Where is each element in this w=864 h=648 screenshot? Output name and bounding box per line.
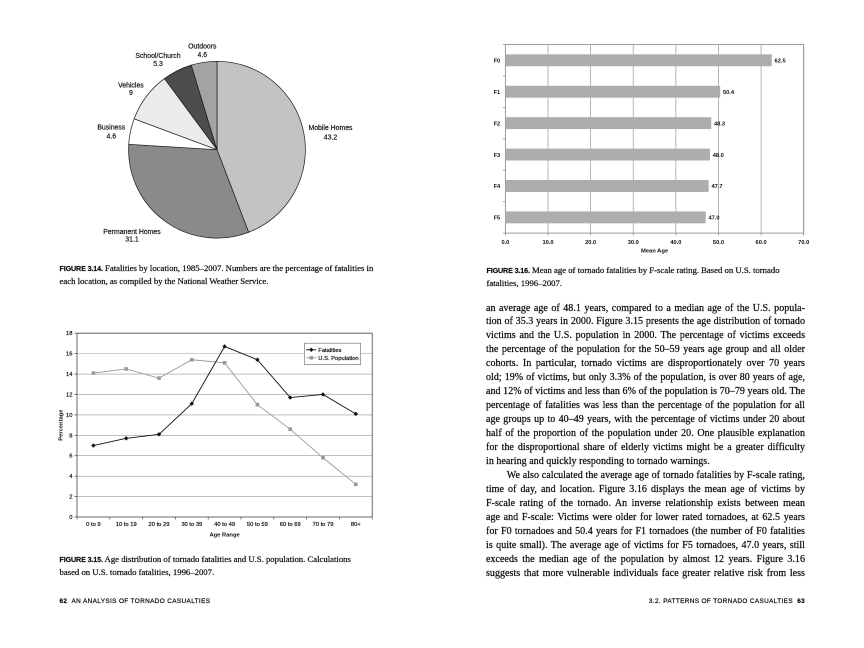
svg-text:Mean Age: Mean Age xyxy=(641,248,669,254)
svg-text:Age Range: Age Range xyxy=(209,533,240,539)
svg-text:12: 12 xyxy=(66,392,72,398)
svg-text:18: 18 xyxy=(66,331,72,337)
svg-text:Mobile Homes: Mobile Homes xyxy=(308,125,353,132)
svg-text:30.0: 30.0 xyxy=(628,240,639,246)
svg-text:6: 6 xyxy=(69,454,72,460)
svg-text:60 to 69: 60 to 69 xyxy=(280,522,301,528)
svg-text:80+: 80+ xyxy=(351,522,361,528)
svg-text:5.3: 5.3 xyxy=(153,61,163,68)
svg-text:4: 4 xyxy=(69,474,73,480)
svg-text:Vehicles: Vehicles xyxy=(118,82,144,89)
svg-text:Fatalities: Fatalities xyxy=(318,348,341,354)
svg-text:47.7: 47.7 xyxy=(711,184,722,190)
svg-text:F1: F1 xyxy=(494,90,501,96)
svg-text:9: 9 xyxy=(129,90,133,97)
svg-text:F4: F4 xyxy=(494,184,501,190)
svg-text:20 to 29: 20 to 29 xyxy=(149,522,170,528)
svg-text:0.0: 0.0 xyxy=(501,240,509,246)
svg-text:48.0: 48.0 xyxy=(713,153,724,159)
svg-text:50.4: 50.4 xyxy=(723,90,735,96)
svg-text:4.6: 4.6 xyxy=(198,52,208,59)
svg-text:10: 10 xyxy=(66,413,72,419)
svg-text:School/Church: School/Church xyxy=(135,53,180,60)
svg-text:0 to 9: 0 to 9 xyxy=(86,522,101,528)
svg-text:10 to 19: 10 to 19 xyxy=(116,522,137,528)
svg-text:Outdoors: Outdoors xyxy=(188,44,217,51)
svg-text:48.3: 48.3 xyxy=(714,121,725,127)
svg-text:31.1: 31.1 xyxy=(125,237,139,244)
svg-text:8: 8 xyxy=(69,433,72,439)
svg-text:50 to 59: 50 to 59 xyxy=(247,522,268,528)
svg-text:30 to 39: 30 to 39 xyxy=(181,522,202,528)
svg-text:70.0: 70.0 xyxy=(798,240,809,246)
svg-text:70 to 79: 70 to 79 xyxy=(313,522,334,528)
svg-text:16: 16 xyxy=(66,352,72,358)
svg-text:F5: F5 xyxy=(494,216,501,222)
svg-text:0: 0 xyxy=(69,515,72,521)
svg-text:60.0: 60.0 xyxy=(756,240,767,246)
svg-text:F2: F2 xyxy=(494,121,501,127)
svg-text:62.5: 62.5 xyxy=(775,59,786,65)
svg-text:14: 14 xyxy=(66,372,73,378)
svg-text:40.0: 40.0 xyxy=(670,240,681,246)
svg-text:F3: F3 xyxy=(494,153,501,159)
svg-text:Permanent Homes: Permanent Homes xyxy=(103,229,161,236)
svg-text:40 to 49: 40 to 49 xyxy=(214,522,235,528)
svg-text:2: 2 xyxy=(69,495,72,501)
svg-text:Business: Business xyxy=(97,125,126,132)
svg-text:Percentage: Percentage xyxy=(59,409,65,441)
svg-text:U.S. Population: U.S. Population xyxy=(318,356,358,362)
svg-text:47.0: 47.0 xyxy=(708,216,719,222)
svg-text:20.0: 20.0 xyxy=(585,240,596,246)
svg-text:4.6: 4.6 xyxy=(107,133,117,140)
svg-text:43.2: 43.2 xyxy=(324,134,338,141)
svg-text:F0: F0 xyxy=(494,59,501,65)
svg-text:50.0: 50.0 xyxy=(713,240,724,246)
svg-text:10.0: 10.0 xyxy=(542,240,553,246)
